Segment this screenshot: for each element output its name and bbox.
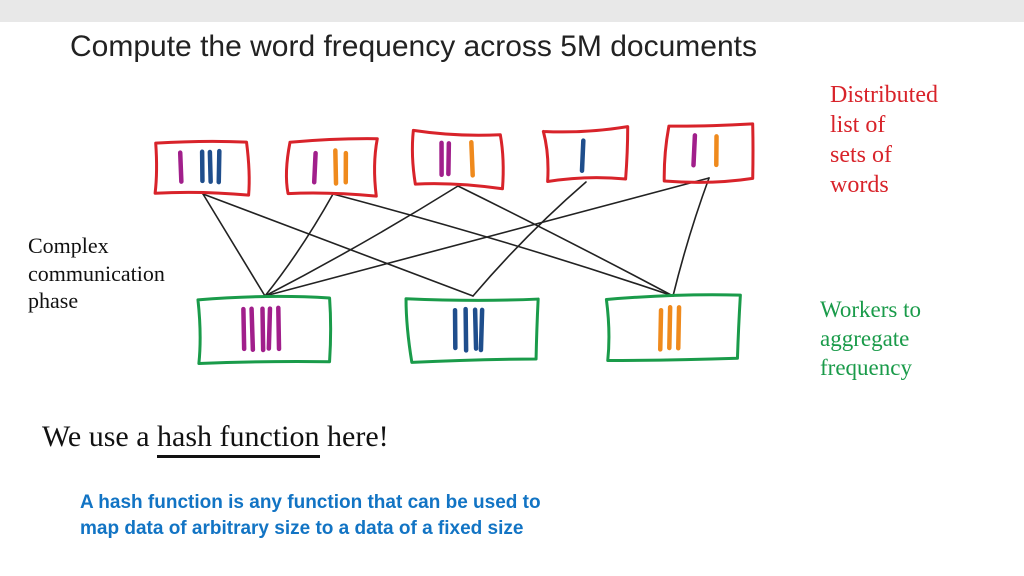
label-workers: Workers toaggregatefrequency xyxy=(820,296,921,382)
label-complex: Complexcommunicationphase xyxy=(28,232,165,315)
definition-line-1: A hash function is any function that can… xyxy=(80,490,541,516)
hash-function-underlined: hash function xyxy=(157,420,319,458)
top-boxes-layer xyxy=(155,124,753,196)
bottom-boxes-layer xyxy=(198,295,740,364)
top-box-2 xyxy=(412,130,503,188)
top-box-4 xyxy=(664,124,753,182)
top-box-3 xyxy=(543,127,627,182)
label-distributed: Distributedlist ofsets ofwords xyxy=(830,80,938,200)
definition-line-2: map data of arbitrary size to a data of … xyxy=(80,516,541,542)
top-box-1 xyxy=(286,139,377,197)
bottom-box-2 xyxy=(606,295,740,361)
bottom-box-0 xyxy=(198,296,331,363)
definition-text: A hash function is any function that can… xyxy=(80,490,541,541)
bottom-box-1 xyxy=(406,299,538,363)
edges-layer xyxy=(203,178,709,296)
top-box-0 xyxy=(155,141,249,195)
label-hash-function: We use a hash function here! xyxy=(42,420,389,454)
